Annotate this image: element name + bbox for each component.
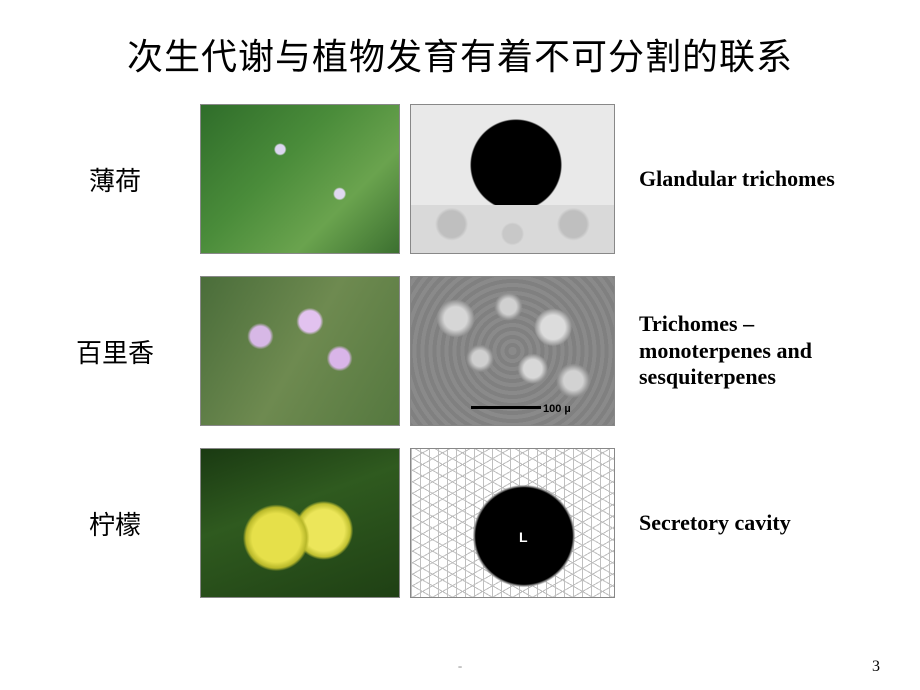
caption-secretory-cavity: Secretory cavity xyxy=(625,510,880,536)
footer-mark: - xyxy=(458,658,462,674)
cavity-label-L: L xyxy=(519,529,528,545)
label-thyme: 百里香 xyxy=(40,333,190,370)
row-thyme: 百里香 100 µ Trichomes – monoterpenes and s… xyxy=(40,276,880,426)
content-rows: 薄荷 Glandular trichomes 百里香 100 µ Trichom… xyxy=(40,104,880,598)
photo-lemon xyxy=(200,448,400,598)
slide: 次生代谢与植物发育有着不可分割的联系 薄荷 Glandular trichome… xyxy=(0,0,920,690)
scale-bar-label: 100 µ xyxy=(543,403,571,415)
photo-mint xyxy=(200,104,400,254)
page-number: 3 xyxy=(872,658,880,676)
micrograph-secretory-cavity: L xyxy=(410,448,615,598)
row-mint: 薄荷 Glandular trichomes xyxy=(40,104,880,254)
label-mint: 薄荷 xyxy=(40,161,190,198)
caption-trichomes-terpenes: Trichomes – monoterpenes and sesquiterpe… xyxy=(625,311,880,390)
micrograph-glandular-trichome xyxy=(410,104,615,254)
micrograph-sem-trichomes: 100 µ xyxy=(410,276,615,426)
slide-title: 次生代谢与植物发育有着不可分割的联系 xyxy=(40,28,880,80)
row-lemon: 柠檬 L Secretory cavity xyxy=(40,448,880,598)
caption-glandular-trichomes: Glandular trichomes xyxy=(625,166,880,192)
label-lemon: 柠檬 xyxy=(40,505,190,542)
photo-thyme xyxy=(200,276,400,426)
